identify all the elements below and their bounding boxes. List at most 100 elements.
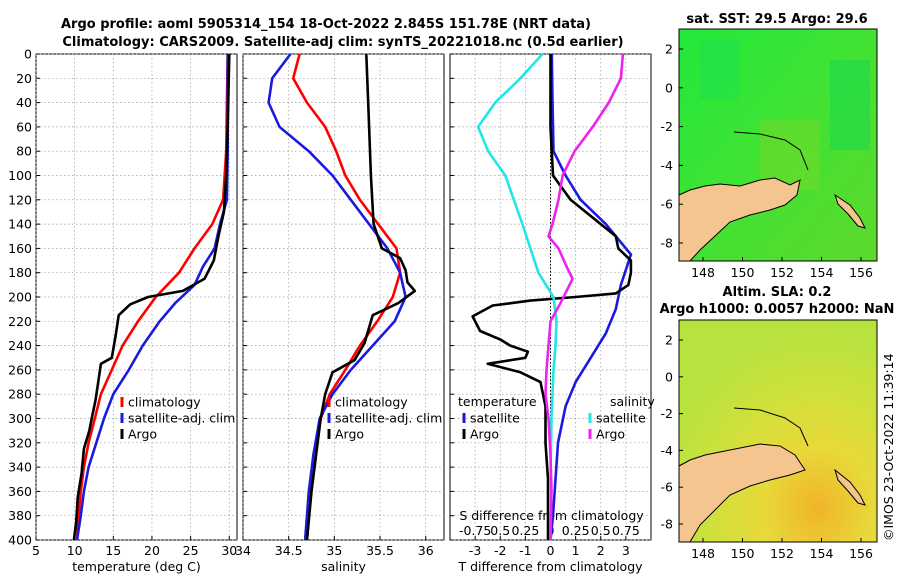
y-tick-label: 220 bbox=[8, 314, 32, 329]
y-tick-label: 260 bbox=[8, 362, 32, 377]
map-x-tick-label: 152 bbox=[770, 546, 794, 561]
x-axis-label: temperature (deg C) bbox=[72, 559, 201, 574]
x-tick-label: 25 bbox=[183, 543, 199, 558]
map-y-tick-label: -2 bbox=[661, 119, 673, 134]
y-tick-label: 140 bbox=[8, 217, 32, 232]
x-tick-label: 35 bbox=[326, 543, 342, 558]
x-tick-label: 0 bbox=[547, 543, 555, 558]
y-tick-label: 340 bbox=[8, 460, 32, 475]
x-tick-label: 20 bbox=[144, 543, 160, 558]
legend-title-temperature: temperature bbox=[458, 394, 537, 409]
map-x-tick-label: 156 bbox=[849, 546, 873, 561]
imos-watermark: ©IMOS 23-Oct-2022 11:39:14 bbox=[881, 353, 896, 541]
sst-patch bbox=[700, 40, 740, 100]
y-tick-label: 300 bbox=[8, 411, 32, 426]
y-tick-label: 180 bbox=[8, 265, 32, 280]
y-tick-label: 380 bbox=[8, 508, 32, 523]
series-line-salinity-satellite bbox=[476, 53, 558, 540]
island-land bbox=[834, 193, 866, 229]
x-tick-label: 35.5 bbox=[366, 543, 394, 558]
map-y-tick-label: 0 bbox=[665, 80, 673, 95]
legend-label: Argo bbox=[335, 427, 364, 442]
y-tick-label: 360 bbox=[8, 484, 32, 499]
series-line-argo-t-difference bbox=[471, 54, 633, 540]
map-y-tick-label: -2 bbox=[661, 406, 673, 421]
x-tick-label: 1 bbox=[572, 543, 580, 558]
legend-label: Argo bbox=[128, 427, 157, 442]
map-y-tick-label: 0 bbox=[665, 369, 673, 384]
map-y-tick-label: -6 bbox=[661, 197, 674, 212]
legend-label: satellite-adj. clim bbox=[335, 411, 442, 426]
map-y-tick-label: -8 bbox=[661, 517, 674, 532]
legend-label: Argo bbox=[470, 427, 499, 442]
y-tick-label: 80 bbox=[16, 144, 32, 159]
map-x-tick-label: 150 bbox=[731, 546, 755, 561]
y-tick-label: 200 bbox=[8, 290, 32, 305]
s-diff-tick-label: -0.75 bbox=[459, 523, 491, 538]
s-diff-tick-label: 0.5 bbox=[591, 523, 611, 538]
sst-map-frame bbox=[678, 28, 878, 262]
map-x-tick-label: 148 bbox=[691, 265, 715, 280]
y-tick-label: 20 bbox=[16, 71, 32, 86]
header-title-line2: Climatology: CARS2009. Satellite-adj cli… bbox=[62, 35, 623, 50]
x-tick-label: -3 bbox=[469, 543, 481, 558]
sla-map: Altim. SLA: 0.2 Argo h1000: 0.0057 h2000… bbox=[660, 285, 895, 561]
y-tick-label: 40 bbox=[16, 95, 32, 110]
x-tick-label: 15 bbox=[105, 543, 121, 558]
salinity-profile-panel: 34 34.5 35 35.5 36 salinity climatologysatelli… bbox=[235, 53, 445, 574]
x-tick-label: 30 bbox=[221, 543, 237, 558]
legend-label: Argo bbox=[596, 427, 625, 442]
legend-label: satellite-adj. clim bbox=[128, 411, 235, 426]
sst-map: sat. SST: 29.5 Argo: 29.6 148 150 152 154 15… bbox=[661, 12, 878, 280]
x-tick-label: -1 bbox=[519, 543, 531, 558]
header-title-line1: Argo profile: aoml 5905314_154 18-Oct-20… bbox=[61, 17, 591, 32]
map-x-tick-label: 154 bbox=[810, 546, 834, 561]
x-tick-label: 2 bbox=[597, 543, 605, 558]
x-tick-label: 36 bbox=[418, 543, 434, 558]
sla-map-title-line2: Argo h1000: 0.0057 h2000: NaN bbox=[660, 302, 895, 317]
legend-label: satellite bbox=[470, 411, 520, 426]
series-line-satellite-adj-clim bbox=[75, 54, 229, 541]
y-tick-label: 400 bbox=[8, 533, 32, 548]
y-tick-label: 120 bbox=[8, 192, 32, 207]
x-tick-label: 5 bbox=[32, 543, 40, 558]
map-y-tick-label: -6 bbox=[661, 480, 674, 495]
difference-profile-panel: -3 -2 -1 0 1 2 3T difference from climatologyS… bbox=[449, 53, 655, 574]
y-tick-label: 280 bbox=[8, 387, 32, 402]
y-tick-label: 0 bbox=[24, 47, 32, 62]
legend-title-salinity: salinity bbox=[610, 394, 655, 409]
s-diff-tick-label: 0.25 bbox=[511, 523, 539, 538]
y-tick-label: 100 bbox=[8, 168, 32, 183]
new-guinea-land bbox=[678, 177, 801, 262]
y-tick-label: 240 bbox=[8, 338, 32, 353]
s-diff-tick-label: 0.25 bbox=[562, 523, 590, 538]
temperature-profile-panel: 0 20 40 60 80 100 120 140 160 180 200 220 240 260 280 3… bbox=[8, 47, 238, 574]
x-tick-label: -2 bbox=[494, 543, 506, 558]
x-axis-label: salinity bbox=[321, 559, 366, 574]
map-x-tick-label: 152 bbox=[770, 265, 794, 280]
map-x-tick-label: 154 bbox=[810, 265, 834, 280]
series-line-temperature-satellite bbox=[549, 53, 633, 541]
x-tick-label: 10 bbox=[67, 543, 83, 558]
map-x-tick-label: 150 bbox=[731, 265, 755, 280]
sla-map-title-line1: Altim. SLA: 0.2 bbox=[723, 285, 832, 300]
legend-label: climatology bbox=[128, 395, 201, 410]
sst-patch bbox=[830, 60, 870, 150]
x-tick-label: 3 bbox=[622, 543, 630, 558]
series-line-salinity-argo bbox=[544, 53, 625, 541]
map-x-tick-label: 156 bbox=[849, 265, 873, 280]
x-tick-label: 34 bbox=[235, 543, 251, 558]
map-y-tick-label: -8 bbox=[661, 236, 674, 251]
x-tick-label: 34.5 bbox=[275, 543, 303, 558]
map-y-tick-label: -4 bbox=[661, 443, 674, 458]
y-tick-label: 60 bbox=[16, 119, 32, 134]
y-tick-label: 320 bbox=[8, 435, 32, 450]
x-axis-label: T difference from climatology bbox=[457, 559, 643, 574]
s-diff-tick-label: 0.5 bbox=[490, 523, 510, 538]
map-y-tick-label: -4 bbox=[661, 158, 674, 173]
legend-label: satellite bbox=[596, 411, 646, 426]
legend-label: climatology bbox=[335, 395, 408, 410]
map-y-tick-label: 2 bbox=[665, 42, 673, 57]
sla-map-frame bbox=[678, 319, 878, 543]
